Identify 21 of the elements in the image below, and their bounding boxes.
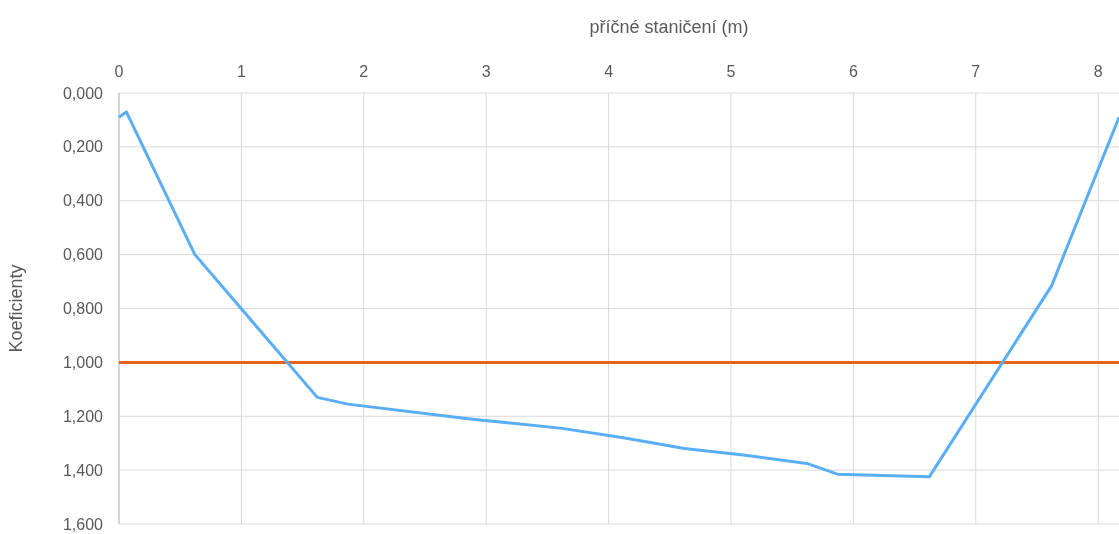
x-tick-label: 3 xyxy=(481,63,491,80)
x-tick-label: 0 xyxy=(114,63,124,80)
y-tick-label: 0,200 xyxy=(62,138,104,156)
x-axis-title: příčné staničení (m) xyxy=(589,17,749,37)
y-tick-label: 0,600 xyxy=(62,246,104,264)
line-series xyxy=(117,110,1119,479)
x-tick-label: 8 xyxy=(1093,63,1103,80)
x-tick-label: 2 xyxy=(359,63,369,80)
y-tick-label: 1,200 xyxy=(62,407,104,425)
x-tick-label: 7 xyxy=(971,63,981,80)
x-tick-label: 4 xyxy=(604,63,614,80)
y-tick-label: 1,400 xyxy=(62,461,104,479)
x-tick-label: 5 xyxy=(726,63,736,80)
y-tick-label: 1,000 xyxy=(62,353,104,371)
y-tick-label: 0,400 xyxy=(62,192,104,210)
y-tick-label: 1,600 xyxy=(62,515,104,533)
x-tick-label: 1 xyxy=(236,63,246,80)
x-tick-label: 6 xyxy=(848,63,858,80)
y-tick-label: 0,000 xyxy=(62,84,104,102)
y-tick-label: 0,800 xyxy=(62,300,104,318)
y-axis-title: Koeficienty xyxy=(6,264,26,353)
